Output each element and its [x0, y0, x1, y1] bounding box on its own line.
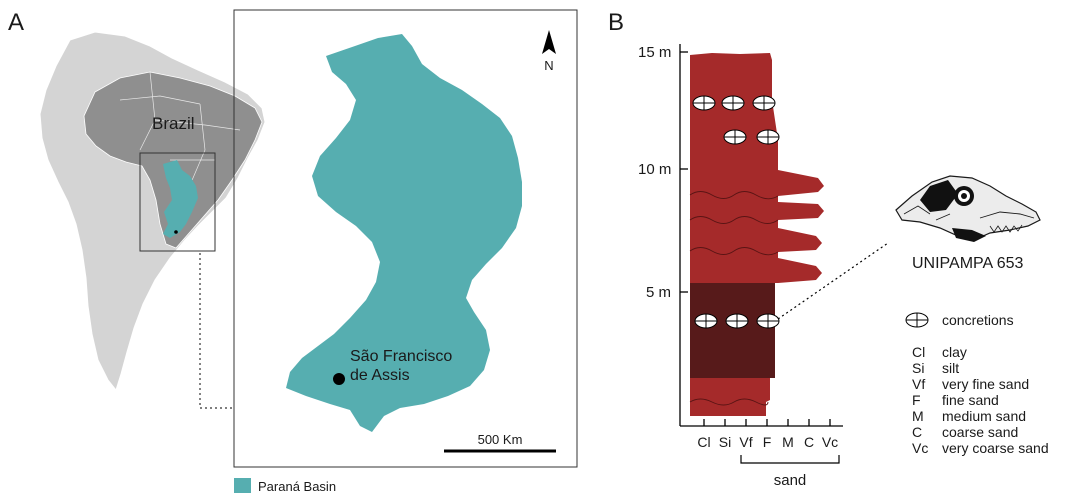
x-tick-label-vf: Vf — [739, 434, 752, 450]
brazil-label: Brazil — [152, 114, 195, 133]
sand-bracket — [740, 455, 840, 464]
skull-icon — [895, 175, 1041, 242]
x-tick-label-si: Si — [719, 434, 731, 450]
legend-text: fine sand — [942, 392, 999, 408]
north-arrow-icon — [542, 30, 556, 54]
scale-label: 500 Km — [478, 432, 523, 447]
legend-text: coarse sand — [942, 424, 1018, 440]
inset-box — [139, 152, 216, 252]
legend-text: silt — [942, 360, 959, 376]
locality-dot-inset — [174, 230, 178, 234]
legend-abbr: Vc — [912, 440, 928, 456]
x-tick-label-m: M — [782, 434, 794, 450]
y-tick-label-5: 5 m — [646, 284, 671, 301]
upper-unit-column — [690, 53, 824, 283]
legend-label-basin: Paraná Basin — [258, 479, 336, 494]
concretions-row-middle — [723, 129, 780, 145]
basal-unit — [690, 378, 770, 416]
parana-basin-shape — [286, 34, 522, 432]
concretions-row-lower — [694, 313, 780, 329]
locality-label-line1: São Francisco — [350, 348, 452, 365]
x-ticks — [703, 419, 831, 426]
inset-connector — [199, 253, 234, 409]
y-tick-label-10: 10 m — [638, 161, 671, 178]
x-tick-label-vc: Vc — [822, 434, 838, 450]
legend-concretions-label: concretions — [942, 312, 1014, 328]
specimen-connector — [777, 242, 889, 320]
horizon-lines — [689, 191, 779, 256]
sand-label: sand — [774, 472, 807, 489]
legend-text: medium sand — [942, 408, 1026, 424]
specimen-label: UNIPAMPA 653 — [912, 255, 1024, 272]
concretions-row-upper — [692, 95, 776, 111]
north-label: N — [544, 58, 553, 73]
legend-swatch-basin — [234, 478, 251, 493]
panel-b-label: B — [608, 9, 624, 36]
legend-text: clay — [942, 344, 967, 360]
map-frame — [233, 9, 578, 468]
legend-abbr: M — [912, 408, 924, 424]
basal-horizon — [689, 398, 769, 406]
locality-label-line2: de Assis — [350, 367, 410, 384]
legend-abbr: Cl — [912, 344, 925, 360]
locality-dot — [333, 373, 345, 385]
legend-text: very coarse sand — [942, 440, 1049, 456]
legend-abbr: Vf — [912, 376, 925, 392]
grain-size-legend: Cl clay Si silt Vf very fine sand F fine… — [912, 344, 1049, 456]
legend-abbr: C — [912, 424, 922, 440]
x-tick-label-cl: Cl — [697, 434, 710, 450]
y-tick-label-15: 15 m — [638, 44, 671, 61]
lower-unit-column — [690, 283, 775, 378]
legend-text: very fine sand — [942, 376, 1029, 392]
x-tick-label-f: F — [763, 434, 772, 450]
x-tick-label-c: C — [804, 434, 814, 450]
legend-concretion-icon — [905, 312, 929, 328]
basin-inset-shape — [163, 160, 198, 238]
legend-abbr: Si — [912, 360, 924, 376]
brazil-state-borders — [119, 71, 241, 186]
legend-abbr: F — [912, 392, 921, 408]
panel-a-label: A — [8, 9, 24, 36]
